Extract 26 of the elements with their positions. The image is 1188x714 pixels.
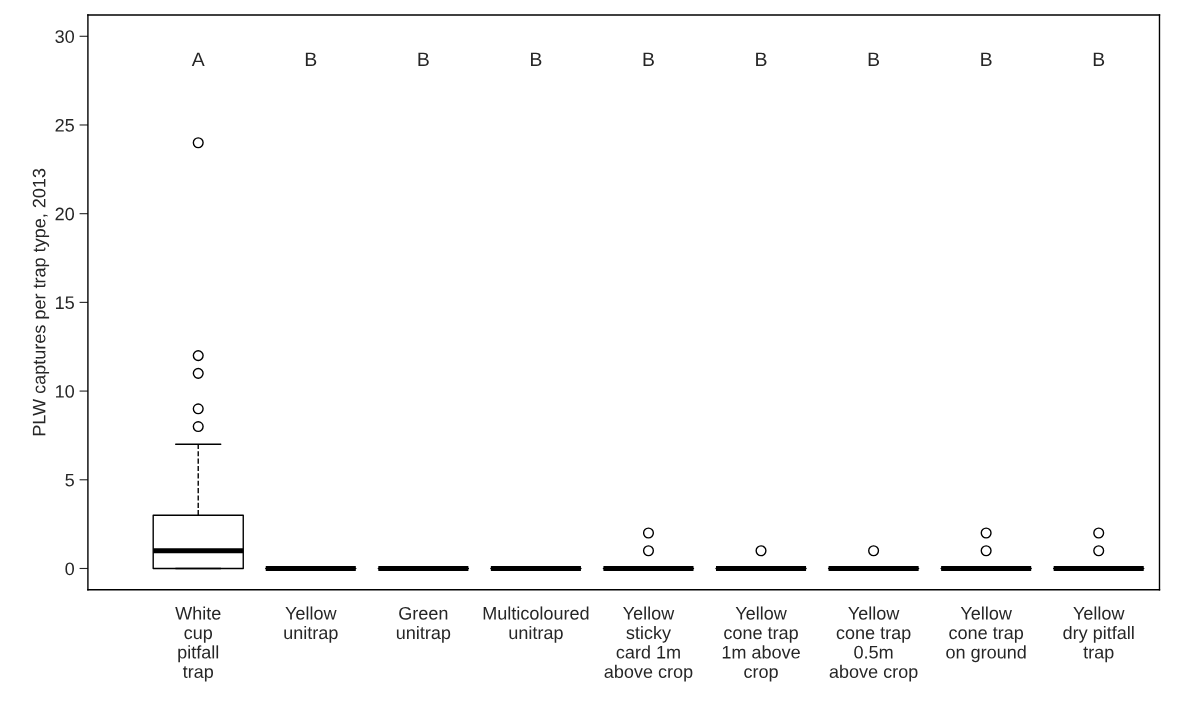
x-tick-label: Multicoloured unitrap <box>483 606 589 643</box>
annotation: B <box>868 52 880 66</box>
annotation: B <box>305 52 317 66</box>
annotation: B <box>756 52 767 66</box>
annotation: B <box>531 52 542 66</box>
x-tick-label: Yellow unitrap <box>284 606 338 643</box>
annotation: B <box>981 52 992 66</box>
x-tick-label: White cup pitfall trap <box>175 606 221 682</box>
y-tick-label: 30 <box>55 30 75 43</box>
y-tick-label: 15 <box>56 296 74 310</box>
x-tick-label: Yellow cone trap 0.5m above crop <box>829 606 918 682</box>
y-tick-label: 20 <box>55 207 75 221</box>
x-tick-label: Green unitrap <box>396 606 451 643</box>
annotation: B <box>418 52 429 66</box>
annotation: B <box>643 52 654 66</box>
y-tick-label: 10 <box>56 385 75 398</box>
x-tick-label: Yellow cone trap 1m above crop <box>722 606 800 682</box>
x-tick-label: Yellow cone trap on ground <box>946 606 1026 663</box>
y-tick-label: 5 <box>65 473 74 487</box>
y-tick-label: 25 <box>55 118 74 132</box>
annotation: A <box>191 52 205 66</box>
x-tick-label: Yellow sticky card 1m above crop <box>604 606 693 682</box>
x-tick-label: Yellow dry pitfall trap <box>1063 606 1134 663</box>
annotation: B <box>1093 52 1105 66</box>
y-tick-label: 0 <box>65 562 75 576</box>
y-axis-title: PLW captures per trap type, 2013 <box>32 168 50 436</box>
